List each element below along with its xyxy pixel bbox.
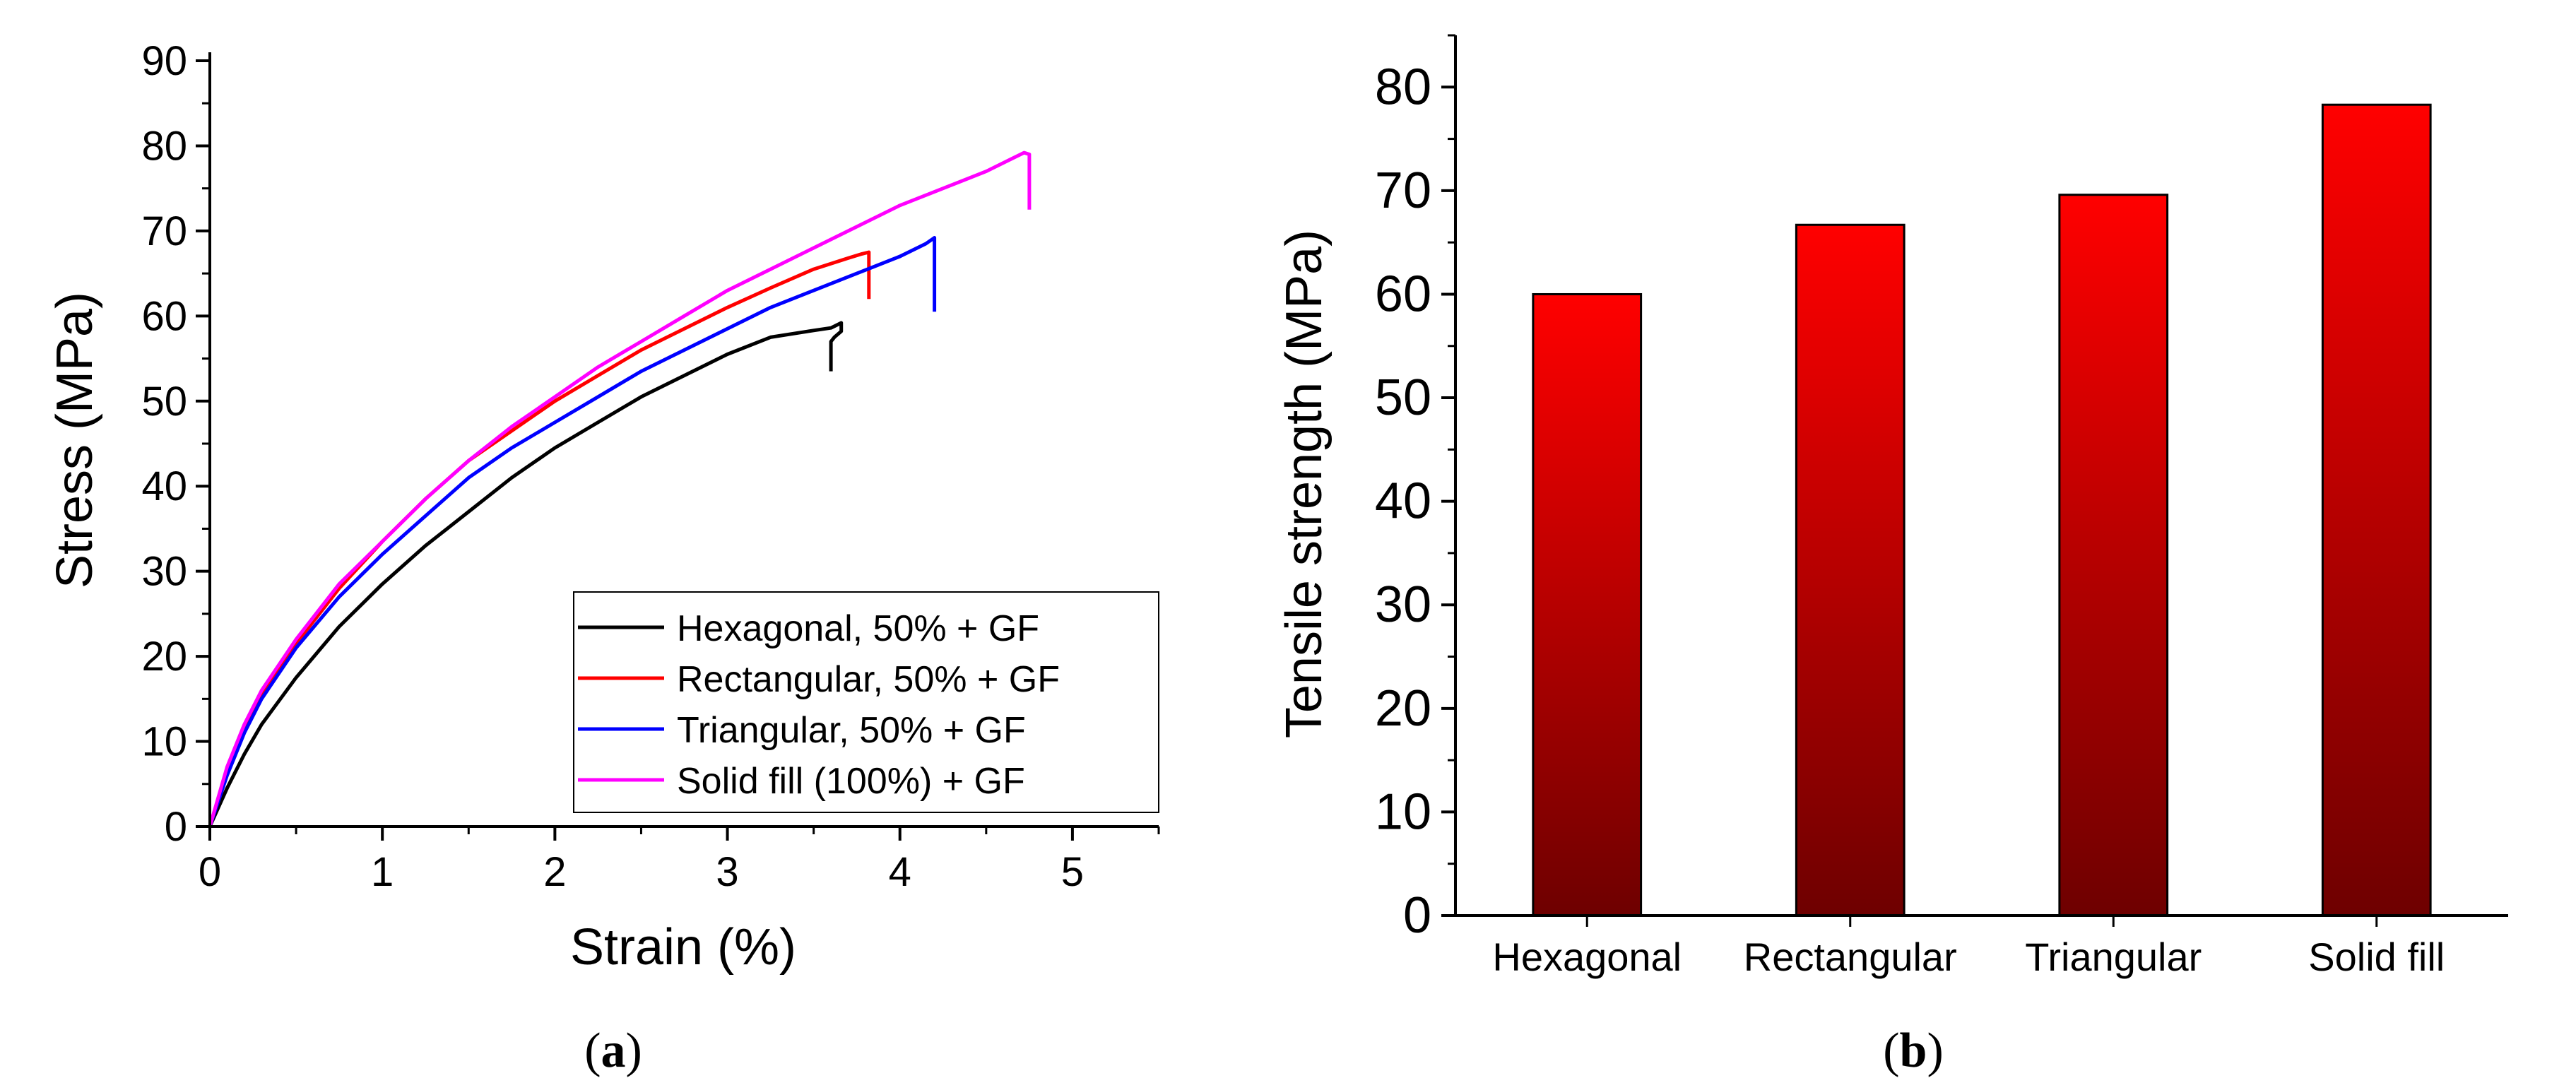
y-tick-label: 20 <box>141 634 187 680</box>
x-category-label: Hexagonal <box>1492 935 1682 979</box>
y-tick-label: 20 <box>1375 680 1431 737</box>
bar-group <box>1532 103 2432 917</box>
x-category-label: Triangular <box>2025 935 2202 979</box>
x-tick-label: 2 <box>543 849 566 895</box>
y-tick-label: 0 <box>165 804 187 850</box>
y-tick-label: 40 <box>141 463 187 509</box>
y-axis-title: Tensile strength (MPa) <box>1276 230 1333 738</box>
tensile-strength-axes: Hexagonal Rectangular Triangular Solid fill… <box>1375 34 2508 979</box>
y-tick-label: 80 <box>1375 59 1431 115</box>
series-line-1 <box>208 250 871 827</box>
y-tick-label: 10 <box>1375 783 1431 840</box>
y-tick-label: 30 <box>1375 576 1431 633</box>
y-tick-label: 80 <box>141 123 187 169</box>
y-tick-label: 40 <box>1375 473 1431 530</box>
x-tick-label: 1 <box>371 849 394 895</box>
series-line-0 <box>208 321 844 828</box>
legend-label-3: Solid fill (100%) + GF <box>677 761 1025 802</box>
y-tick-label: 10 <box>141 719 187 765</box>
line-series-group <box>208 150 1032 828</box>
bar-1 <box>1795 223 1906 917</box>
stress-strain-chart: Hexagonal, 50% + GF Rectangular, 50% + GF… <box>47 38 1160 976</box>
legend-label-2: Triangular, 50% + GF <box>677 710 1026 751</box>
legend-label-1: Rectangular, 50% + GF <box>677 659 1060 700</box>
bar-3 <box>2321 103 2432 917</box>
x-tick-label: 3 <box>716 849 738 895</box>
y-tick-label: 50 <box>1375 369 1431 426</box>
y-tick-label: 50 <box>141 379 187 425</box>
y-tick-label: 60 <box>141 293 187 339</box>
y-tick-label: 30 <box>141 549 187 595</box>
bar-0 <box>1532 292 1643 917</box>
x-category-label: Solid fill <box>2308 935 2445 979</box>
x-axis-title: Strain (%) <box>570 919 796 976</box>
x-tick-label: 4 <box>889 849 911 895</box>
y-axis-title: Stress (MPa) <box>47 292 103 588</box>
legend-label-0: Hexagonal, 50% + GF <box>677 608 1039 649</box>
x-tick-label: 0 <box>199 849 221 895</box>
legend: Hexagonal, 50% + GF Rectangular, 50% + GF… <box>578 608 1060 802</box>
caption-b: (b) <box>1883 1024 1944 1078</box>
x-tick-label: 5 <box>1061 849 1084 895</box>
y-tick-label: 70 <box>1375 162 1431 219</box>
series-line-3 <box>208 150 1032 827</box>
caption-b-letter: b <box>1900 1024 1927 1078</box>
bar-2 <box>2058 194 2169 917</box>
caption-a: (a) <box>584 1024 642 1078</box>
y-tick-label: 70 <box>141 208 187 254</box>
y-tick-label: 90 <box>141 38 187 84</box>
stress-strain-axes: 0 10 20 30 40 50 60 70 80 90 0 1 2 3 4 5 <box>141 38 1160 895</box>
legend-box <box>573 591 1159 813</box>
tensile-strength-chart: Hexagonal Rectangular Triangular Solid fill… <box>1276 34 2508 979</box>
caption-a-letter: a <box>601 1024 626 1078</box>
y-tick-label: 60 <box>1375 266 1431 322</box>
y-tick-label: 0 <box>1403 887 1431 944</box>
x-category-label: Rectangular <box>1744 935 1957 979</box>
series-line-2 <box>208 236 937 827</box>
